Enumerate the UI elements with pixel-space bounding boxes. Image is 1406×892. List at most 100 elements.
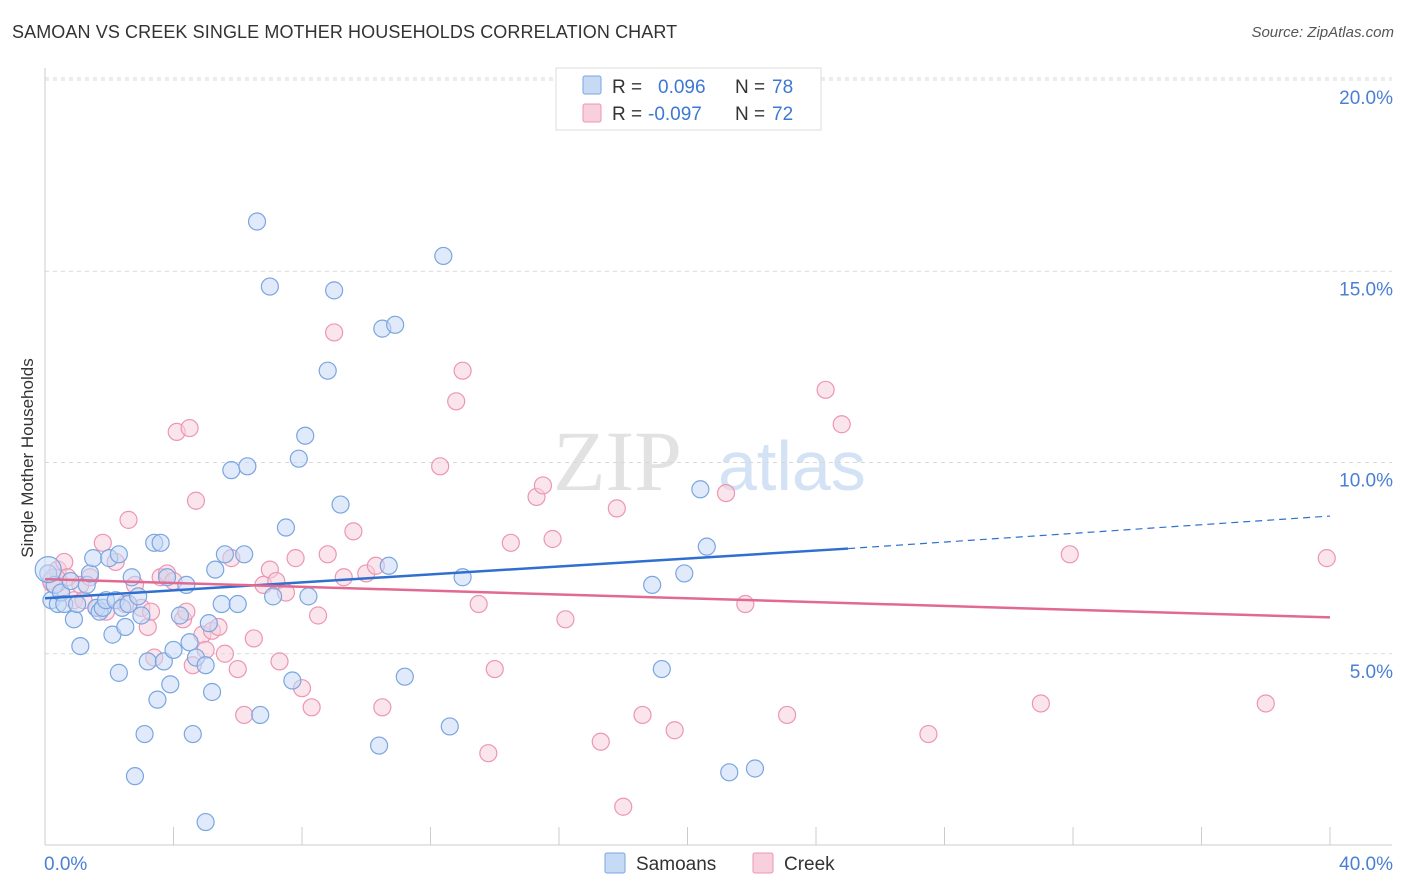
legend-swatch-samoans bbox=[582, 75, 602, 95]
samoan-point bbox=[68, 594, 87, 614]
samoan-point bbox=[122, 568, 141, 587]
creek-point bbox=[119, 510, 138, 529]
source-label: Source: ZipAtlas.com bbox=[1251, 24, 1394, 41]
trend-lines bbox=[44, 515, 1331, 619]
series-legend-label-creek: Creek bbox=[784, 854, 835, 875]
creek-point bbox=[215, 644, 234, 663]
samoan-point bbox=[132, 606, 151, 625]
y-tick-label: 20.0% bbox=[1339, 88, 1393, 109]
creek-point bbox=[1060, 545, 1079, 564]
samoan-point bbox=[318, 361, 337, 380]
creek-point bbox=[447, 392, 466, 411]
watermark-zip: ZIP bbox=[553, 413, 682, 509]
creek-point bbox=[633, 705, 652, 725]
creek-trend-line bbox=[44, 577, 1331, 619]
samoan-point bbox=[675, 564, 694, 583]
legend-r-label-creek: R = bbox=[612, 104, 642, 125]
gridlines bbox=[45, 77, 1392, 655]
creek-point bbox=[453, 361, 472, 380]
samoan-point bbox=[151, 533, 170, 552]
creek-point bbox=[318, 545, 337, 564]
legend-n-label-creek: N = bbox=[735, 104, 765, 125]
samoan-point bbox=[299, 587, 318, 606]
creek-point bbox=[325, 323, 344, 342]
samoan-point bbox=[276, 518, 296, 537]
samoan-point bbox=[247, 212, 267, 231]
samoan-point bbox=[196, 656, 215, 675]
creek-point bbox=[501, 533, 520, 552]
samoan-point bbox=[71, 636, 90, 656]
samoan-point bbox=[109, 545, 128, 564]
creek-point bbox=[485, 659, 504, 679]
samoan-point bbox=[138, 652, 157, 671]
y-axis-label: Single Mother Households bbox=[18, 358, 37, 557]
legend-n-label-samoans: N = bbox=[735, 77, 765, 98]
legend-n-value-samoans: 78 bbox=[772, 77, 793, 98]
samoan-point bbox=[222, 461, 241, 480]
watermark: ZIP atlas bbox=[553, 413, 866, 509]
samoan-point bbox=[691, 480, 710, 499]
legend-r-value-creek: -0.097 bbox=[648, 104, 702, 125]
samoan-point bbox=[170, 606, 190, 625]
series-legend-label-samoans: Samoans bbox=[636, 854, 716, 875]
creek-point bbox=[919, 724, 938, 744]
creek-point bbox=[93, 533, 112, 552]
creek-point bbox=[543, 529, 562, 549]
samoan-point bbox=[116, 617, 135, 637]
creek-point bbox=[235, 705, 254, 725]
samoan-trend-line bbox=[44, 547, 849, 600]
legend-n-value-creek: 72 bbox=[772, 104, 793, 125]
creek-point bbox=[469, 594, 488, 614]
samoan-point bbox=[129, 587, 148, 606]
samoan-point bbox=[125, 767, 145, 786]
creek-point bbox=[180, 418, 199, 438]
samoan-point bbox=[235, 545, 254, 564]
samoan-point bbox=[212, 594, 231, 614]
creek-point bbox=[665, 721, 684, 740]
samoan-point bbox=[440, 717, 459, 736]
creek-point bbox=[431, 457, 450, 476]
creek-point bbox=[186, 491, 206, 510]
creek-point bbox=[716, 484, 736, 503]
samoan-point bbox=[183, 724, 202, 744]
creek-point bbox=[591, 732, 610, 751]
samoan-point bbox=[196, 812, 215, 832]
samoan-point bbox=[161, 675, 180, 694]
samoan-point bbox=[652, 659, 671, 679]
legend-swatch-creek bbox=[582, 103, 602, 123]
creek-point bbox=[479, 744, 498, 763]
samoan-point bbox=[238, 457, 257, 476]
samoan-point bbox=[643, 575, 662, 595]
samoan-point bbox=[84, 549, 103, 568]
samoan-point bbox=[135, 724, 154, 744]
samoan-point bbox=[386, 315, 405, 334]
creek-point bbox=[556, 610, 575, 629]
samoan-point bbox=[325, 281, 344, 300]
samoan-point bbox=[215, 545, 234, 564]
samoan-point bbox=[379, 556, 398, 575]
creek-point bbox=[533, 476, 553, 495]
samoan-point bbox=[199, 614, 218, 633]
creek-point bbox=[286, 549, 305, 568]
creek-point bbox=[1031, 694, 1050, 713]
creek-point bbox=[1256, 694, 1275, 713]
creek-point bbox=[334, 568, 353, 587]
series-legend: Samoans Creek bbox=[604, 852, 835, 875]
creek-point bbox=[736, 594, 755, 614]
x-tick-labels: 0.0% 40.0% bbox=[44, 854, 1393, 875]
x-tick-label: 40.0% bbox=[1339, 854, 1393, 875]
y-tick-label: 5.0% bbox=[1350, 662, 1393, 683]
legend-r-label-samoans: R = bbox=[612, 77, 642, 98]
samoan-point bbox=[148, 690, 167, 709]
creek-point bbox=[244, 629, 263, 648]
creek-point bbox=[302, 698, 321, 717]
samoan-trend-extension bbox=[848, 515, 1331, 550]
samoan-point bbox=[434, 246, 453, 266]
samoan-point bbox=[164, 640, 183, 660]
samoan-point bbox=[296, 426, 315, 445]
samoan-point bbox=[109, 663, 128, 682]
x-tick-label: 0.0% bbox=[44, 854, 87, 875]
samoan-point bbox=[263, 587, 283, 606]
series-legend-swatch-creek bbox=[752, 852, 774, 874]
samoan-point bbox=[720, 763, 739, 782]
